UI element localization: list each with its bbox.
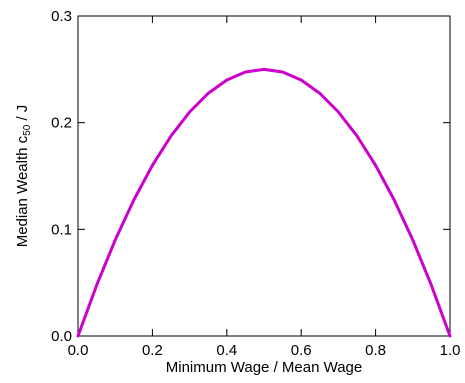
series-line	[76, 67, 452, 338]
x-tick-label: 1.0	[440, 342, 461, 359]
x-tick-label: 0.8	[365, 342, 386, 359]
x-tick-label: 0.2	[142, 342, 163, 359]
x-tick-label: 0.0	[68, 342, 89, 359]
y-tick-label: 0.1	[51, 221, 72, 238]
y-tick-label: 0.0	[51, 328, 72, 345]
x-axis-label: Minimum Wage / Mean Wage	[166, 359, 362, 376]
y-axis-ticks: 0.0 0.1 0.2 0.3	[51, 8, 450, 345]
y-axis-label: Median Wealth c50 / J	[14, 105, 33, 248]
x-tick-label: 0.4	[216, 342, 237, 359]
y-tick-label: 0.3	[51, 8, 72, 25]
plot-frame	[77, 15, 451, 337]
x-tick-label: 0.6	[291, 342, 312, 359]
y-tick-label: 0.2	[51, 115, 72, 132]
x-axis-ticks: 0.0 0.2 0.4 0.6 0.8 1.0	[68, 16, 461, 359]
